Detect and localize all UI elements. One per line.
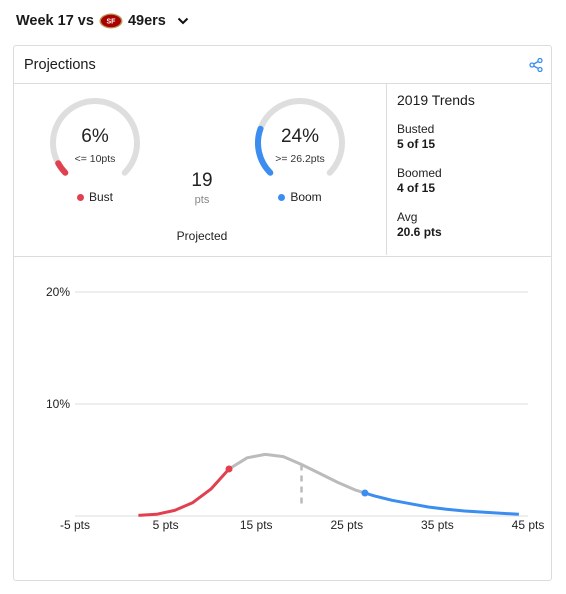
projected-label: Projected <box>176 229 228 243</box>
bust-label: Bust <box>88 190 113 204</box>
y-tick-label: 10% <box>46 397 70 411</box>
boom-label: Boom <box>290 190 322 204</box>
projected-unit: pts <box>194 194 210 206</box>
matchup-selector[interactable]: Week 17 vs SF 49ers <box>16 10 189 32</box>
share-icon[interactable] <box>529 57 543 72</box>
boom-threshold: >= 26.2pts <box>275 153 325 165</box>
bust-legend: Bust <box>45 190 145 204</box>
chevron-down-icon[interactable] <box>177 17 189 25</box>
boom-gauge: 24% >= 26.2pts Boom <box>250 98 350 228</box>
bust-gauge: 6% <= 10pts Bust <box>45 98 145 228</box>
x-tick-label: 45 pts <box>512 518 545 532</box>
projections-card: Projections 6% <= 10pts Bust <box>13 45 552 581</box>
x-tick-label: 15 pts <box>240 518 273 532</box>
bust-gauge-ring <box>50 98 140 176</box>
boom-percent: 24% <box>280 126 320 147</box>
avg-label: Avg <box>397 210 418 224</box>
x-tick-label: 25 pts <box>330 518 363 532</box>
bust-threshold-point <box>225 465 233 473</box>
opponent-name: 49ers <box>127 13 166 29</box>
boom-gauge-ring <box>255 98 345 176</box>
distribution-chart-svg: 10% 20% -5 pts 5 pts 15 pts 25 pts 35 pts 45 pt… <box>46 285 545 532</box>
boomed-label: Boomed <box>397 166 442 180</box>
busted-label: Busted <box>397 122 435 136</box>
x-tick-label: 35 pts <box>421 518 454 532</box>
boom-threshold-point <box>361 489 369 497</box>
trends-title: 2019 Trends <box>397 92 475 108</box>
projection-summary: 6% <= 10pts Bust 19 pts Projected 24% >=… <box>14 84 551 257</box>
avg-value: 20.6 pts <box>397 225 442 239</box>
boom-dot-icon <box>278 193 286 201</box>
neutral-curve <box>228 452 366 495</box>
bust-dot-icon <box>76 193 84 201</box>
distribution-chart: 10% 20% -5 pts 5 pts 15 pts 25 pts 35 pts 45 pt… <box>14 257 551 581</box>
busted-value: 5 of 15 <box>397 137 436 151</box>
week-label: Week 17 vs <box>16 13 94 29</box>
bust-threshold: <= 10pts <box>74 153 116 165</box>
boom-curve <box>364 491 519 516</box>
svg-text:SF: SF <box>106 19 116 26</box>
boomed-value: 4 of 15 <box>397 181 436 195</box>
boom-legend: Boom <box>250 190 350 204</box>
projected-value: 19 <box>191 170 213 191</box>
trends-panel: 2019 Trends Busted 5 of 15 Boomed 4 of 1… <box>386 84 552 255</box>
49ers-logo-icon: SF <box>99 13 123 29</box>
x-tick-label: -5 pts <box>60 518 90 532</box>
bust-percent: 6% <box>81 126 109 147</box>
card-title: Projections <box>24 56 96 73</box>
y-tick-label: 20% <box>46 285 70 299</box>
bust-curve <box>138 467 231 517</box>
x-tick-label: 5 pts <box>153 518 179 532</box>
card-header: Projections <box>14 46 551 84</box>
